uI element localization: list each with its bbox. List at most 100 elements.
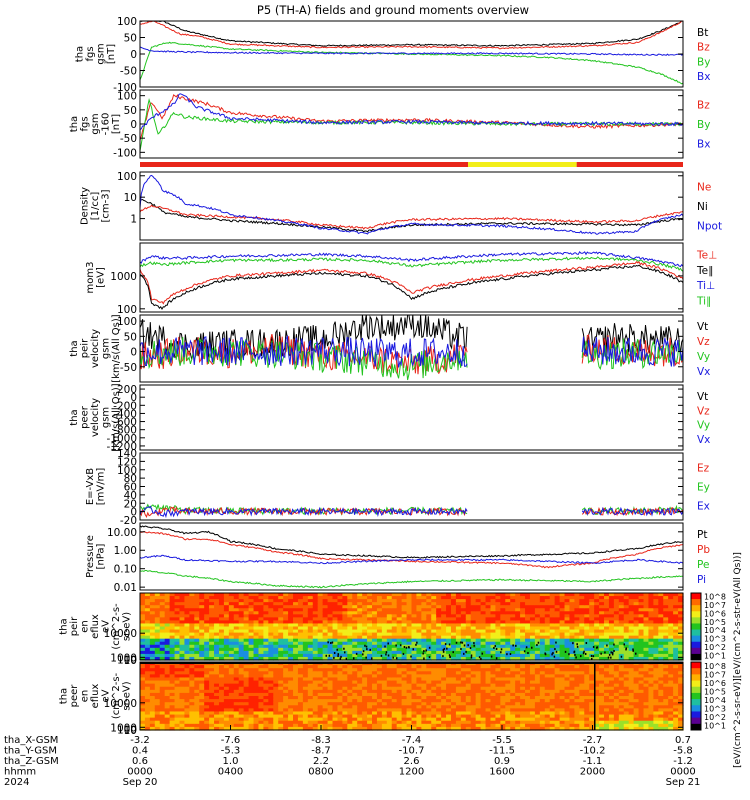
spectrogram-cell bbox=[140, 726, 146, 731]
spectrogram-cell bbox=[460, 711, 467, 716]
spectrogram-cell bbox=[302, 665, 309, 669]
spectrogram-cell bbox=[332, 714, 339, 719]
spectrogram-cell bbox=[347, 632, 353, 637]
spectrogram-cell bbox=[534, 671, 541, 675]
spectrogram-cell bbox=[460, 611, 467, 615]
spectrogram-cell bbox=[297, 677, 304, 682]
spectrogram-cell bbox=[214, 702, 220, 706]
spectrogram-cell bbox=[460, 632, 467, 637]
y-tick-label: 120 bbox=[117, 456, 137, 468]
spectrogram-cell bbox=[357, 711, 363, 716]
spectrogram-cell bbox=[347, 611, 353, 615]
spectrogram-cell bbox=[273, 650, 279, 655]
spectrogram-cell bbox=[194, 611, 200, 615]
spectrogram-cell bbox=[534, 708, 541, 713]
spectrogram-cell bbox=[539, 617, 546, 622]
spectrogram-cell bbox=[228, 638, 235, 643]
spectrogram-cell bbox=[495, 668, 501, 672]
spectrogram-cell bbox=[179, 656, 186, 661]
spectrogram-cell bbox=[460, 653, 467, 658]
spectrogram-cell bbox=[317, 644, 324, 649]
spectrogram-cell bbox=[510, 596, 516, 600]
spectrogram-noise bbox=[370, 657, 373, 660]
spectrogram-cell bbox=[406, 656, 413, 661]
spectrogram-cell bbox=[525, 608, 531, 612]
spectrogram-cell bbox=[273, 608, 279, 612]
spectrogram-cell bbox=[460, 617, 467, 622]
spectrogram-cell bbox=[179, 647, 186, 652]
spectrogram-cell bbox=[500, 723, 506, 728]
series-te-line bbox=[139, 260, 684, 305]
spectrogram-cell bbox=[391, 629, 398, 634]
spectrogram-cell bbox=[525, 656, 531, 661]
spectrogram-cell bbox=[194, 720, 200, 725]
spectrogram-cell bbox=[450, 699, 457, 703]
spectrogram-cell bbox=[549, 680, 556, 685]
spectrogram-cell bbox=[485, 689, 492, 694]
spectrogram-cell bbox=[495, 665, 501, 669]
spectrogram-cell bbox=[668, 605, 674, 609]
spectrogram-cell bbox=[520, 726, 526, 731]
spectrogram-cell bbox=[273, 689, 279, 694]
spectrogram-cell bbox=[144, 605, 151, 609]
spectrogram-cell bbox=[164, 614, 171, 618]
spectrogram-cell bbox=[421, 644, 427, 649]
y-tick-label: 1.00 bbox=[114, 545, 137, 557]
spectrogram-noise bbox=[343, 651, 346, 654]
spectrogram-cell bbox=[455, 692, 462, 697]
spectrogram-cell bbox=[288, 674, 294, 679]
spectrogram-cell bbox=[144, 692, 151, 697]
spectrogram-cell bbox=[297, 683, 304, 688]
spectrogram-cell bbox=[278, 629, 284, 634]
spectrogram-cell bbox=[263, 717, 269, 722]
spectrogram-cell bbox=[372, 644, 378, 649]
spectrogram-cell bbox=[579, 647, 585, 652]
spectrogram-cell bbox=[455, 647, 462, 652]
spectrogram-cell bbox=[584, 668, 590, 672]
spectrogram-cell bbox=[248, 647, 255, 652]
spectrogram-cell bbox=[332, 702, 339, 706]
spectrogram-cell bbox=[436, 702, 442, 706]
spectrogram-cell bbox=[396, 608, 403, 612]
spectrogram-cell bbox=[678, 614, 684, 618]
spectrogram-cell bbox=[633, 638, 640, 643]
spectrogram-cell bbox=[214, 602, 220, 606]
spectrogram-cell bbox=[500, 665, 506, 669]
spectrogram-cell bbox=[347, 677, 353, 682]
spectrogram-cell bbox=[342, 686, 348, 691]
spectrogram-cell bbox=[564, 614, 571, 618]
spectrogram-cell bbox=[534, 629, 541, 634]
spectrogram-cell bbox=[164, 720, 171, 725]
spectrogram-noise bbox=[467, 644, 469, 647]
spectrogram-cell bbox=[406, 680, 413, 685]
spectrogram-cell bbox=[455, 686, 462, 691]
spectrogram-cell bbox=[529, 605, 536, 609]
spectrogram-cell bbox=[372, 668, 378, 672]
spectrogram-cell bbox=[332, 611, 339, 615]
spectrogram-cell bbox=[678, 626, 684, 631]
spectrogram-cell bbox=[574, 705, 580, 709]
spectrogram-cell bbox=[218, 635, 225, 640]
spectrogram-cell bbox=[312, 653, 319, 658]
spectrogram-cell bbox=[283, 699, 289, 703]
spectrogram-cell bbox=[179, 653, 186, 658]
spectrogram-cell bbox=[455, 665, 462, 669]
spectrogram-cell bbox=[154, 680, 161, 685]
spectrogram-cell bbox=[223, 692, 230, 697]
spectrogram-cell bbox=[515, 665, 521, 669]
spectrogram-cell bbox=[673, 644, 679, 649]
spectrogram-cell bbox=[312, 650, 319, 655]
spectrogram-cell bbox=[495, 671, 501, 675]
spectrogram-cell bbox=[199, 635, 205, 640]
spectrogram-cell bbox=[579, 674, 585, 679]
spectrogram-cell bbox=[149, 599, 156, 603]
spectrogram-cell bbox=[189, 632, 195, 637]
spectrogram-cell bbox=[214, 608, 220, 612]
spectrogram-cell bbox=[529, 686, 536, 691]
spectrogram-cell bbox=[574, 650, 580, 655]
spectrogram-cell bbox=[549, 720, 556, 725]
spectrogram-cell bbox=[480, 599, 487, 603]
spectrogram-cell bbox=[589, 711, 595, 716]
spectrogram-cell bbox=[490, 723, 497, 728]
spectrogram-cell bbox=[337, 602, 343, 606]
